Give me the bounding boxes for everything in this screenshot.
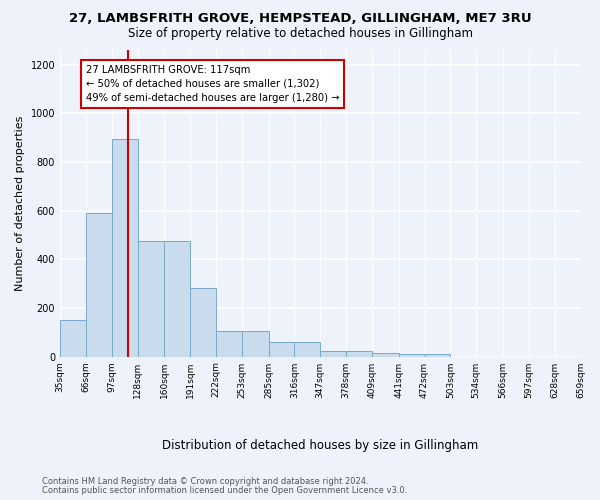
Bar [190,288,216,356]
Bar [372,353,398,356]
Bar [86,213,112,356]
Bar [398,354,425,356]
Bar [346,350,372,356]
Text: 27, LAMBSFRITH GROVE, HEMPSTEAD, GILLINGHAM, ME7 3RU: 27, LAMBSFRITH GROVE, HEMPSTEAD, GILLING… [68,12,532,24]
Bar [137,241,164,356]
Text: 27 LAMBSFRITH GROVE: 117sqm
← 50% of detached houses are smaller (1,302)
49% of : 27 LAMBSFRITH GROVE: 117sqm ← 50% of det… [86,64,340,102]
Bar [425,354,451,356]
Bar [112,139,137,356]
Bar [60,320,86,356]
Text: Contains public sector information licensed under the Open Government Licence v3: Contains public sector information licen… [42,486,407,495]
Y-axis label: Number of detached properties: Number of detached properties [15,116,25,291]
X-axis label: Distribution of detached houses by size in Gillingham: Distribution of detached houses by size … [162,440,478,452]
Bar [242,331,269,356]
Bar [295,342,320,356]
Bar [164,241,190,356]
Bar [320,350,346,356]
Text: Size of property relative to detached houses in Gillingham: Size of property relative to detached ho… [128,28,473,40]
Bar [269,342,295,356]
Bar [216,331,242,356]
Text: Contains HM Land Registry data © Crown copyright and database right 2024.: Contains HM Land Registry data © Crown c… [42,477,368,486]
